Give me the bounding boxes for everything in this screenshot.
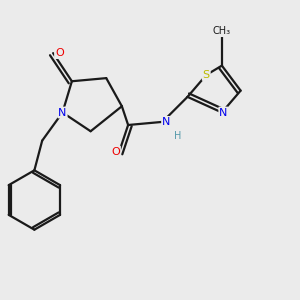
Text: N: N [219,107,228,118]
Text: S: S [203,70,210,80]
Text: H: H [174,131,182,141]
Text: N: N [162,117,170,127]
Text: O: O [111,147,120,157]
Text: CH₃: CH₃ [213,26,231,36]
Text: N: N [58,107,67,118]
Text: O: O [55,48,64,58]
